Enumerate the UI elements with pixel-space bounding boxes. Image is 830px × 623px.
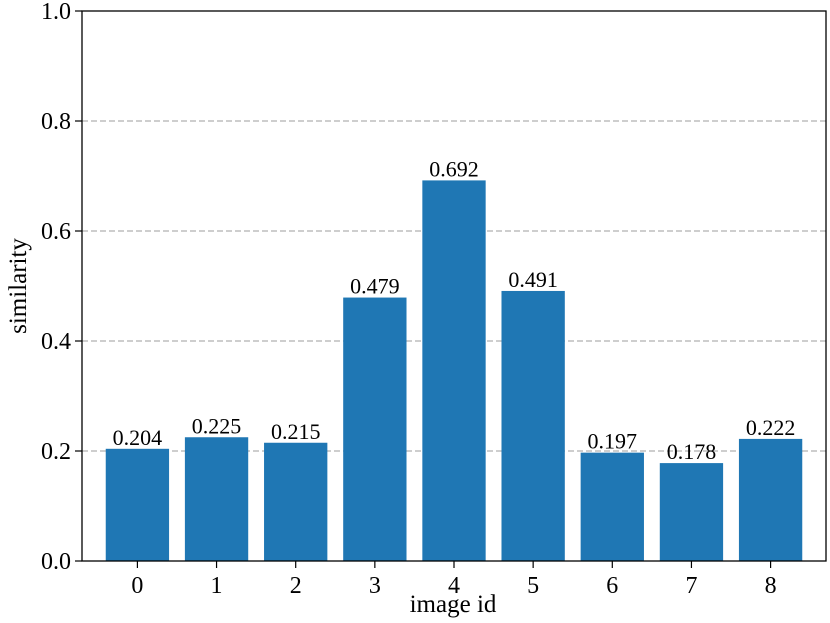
bar-7: [659, 463, 724, 561]
bar-value-label: 0.178: [667, 439, 717, 464]
y-tick-label: 0.2: [41, 439, 71, 465]
bar-5: [501, 290, 565, 561]
bar-value-label: 0.225: [192, 413, 242, 438]
bar-value-label: 0.222: [746, 415, 796, 440]
x-tick-label: 2: [290, 573, 302, 599]
bar-6: [580, 452, 644, 561]
bar-1: [184, 437, 249, 561]
y-tick-label: 1.0: [41, 0, 71, 25]
y-tick-label: 0.0: [41, 549, 71, 575]
x-tick-label: 0: [131, 573, 143, 599]
bar-2: [264, 442, 328, 561]
bar-value-label: 0.491: [508, 267, 558, 292]
bar-value-label: 0.479: [350, 274, 400, 299]
x-tick-label: 1: [211, 573, 223, 599]
y-tick-label: 0.6: [41, 219, 71, 245]
bar-value-label: 0.204: [113, 425, 163, 450]
axes: 0.0 0.2 0.4 0.6 0.8 1.0 0 1 2 3 4 5 6 7 8: [41, 0, 827, 599]
x-tick-label: 4: [448, 573, 460, 599]
x-tick-label: 6: [606, 573, 618, 599]
y-tick-label: 0.4: [41, 329, 71, 355]
plot-frame: [81, 10, 827, 562]
bar-value-label: 0.197: [588, 429, 638, 454]
bar-3: [343, 297, 407, 561]
x-tick-label: 3: [369, 573, 381, 599]
data-labels: 0.204 0.225 0.215 0.479 0.692 0.491 0.197 0.178…: [113, 156, 796, 464]
bar-8: [738, 438, 803, 561]
x-tick-label: 5: [527, 573, 539, 599]
bar-4: [422, 180, 486, 561]
bar-value-label: 0.692: [429, 156, 479, 181]
bar-0: [105, 448, 170, 561]
y-tick-label: 0.8: [41, 109, 71, 135]
y-axis-label: similarity: [5, 238, 32, 334]
x-tick-label: 8: [765, 573, 777, 599]
x-axis-label: image id: [410, 591, 497, 618]
bars: [105, 180, 803, 561]
bar-value-label: 0.215: [271, 419, 321, 444]
x-tick-label: 7: [685, 573, 697, 599]
